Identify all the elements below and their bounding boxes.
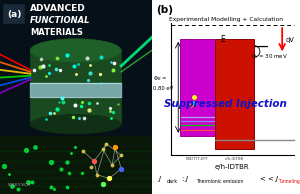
Bar [30, 83, 121, 97]
Text: MATERIALS: MATERIALS [30, 28, 83, 36]
Text: Tunneling: Tunneling [278, 179, 299, 184]
Text: Thermionic emission: Thermionic emission [196, 179, 243, 184]
Text: Suppressed Injection: Suppressed Injection [164, 99, 287, 109]
Ellipse shape [30, 114, 121, 134]
Text: FUNCTIONAL: FUNCTIONAL [30, 16, 91, 25]
Bar [3, 4, 24, 23]
Bar [180, 39, 215, 136]
Text: dark: dark [166, 179, 178, 184]
Text: e/h-IDTBR: e/h-IDTBR [225, 157, 244, 161]
Bar [215, 39, 254, 149]
Text: (a): (a) [8, 10, 22, 19]
Text: $J$: $J$ [158, 174, 163, 184]
Text: Experimental Modelling + Calculation: Experimental Modelling + Calculation [169, 17, 283, 22]
Text: E: E [220, 35, 225, 44]
Text: e/h-IDTBR: e/h-IDTBR [215, 164, 250, 170]
Text: : $J$: : $J$ [181, 174, 190, 184]
Text: ADVANCED: ADVANCED [30, 4, 86, 13]
Text: qV: qV [285, 37, 294, 43]
Text: PBDTTT-EFT: PBDTTT-EFT [186, 157, 209, 161]
Text: $<< J$: $<< J$ [258, 174, 280, 184]
Text: $\Phi_i$ = 30 meV: $\Phi_i$ = 30 meV [251, 52, 288, 61]
Text: (b): (b) [156, 5, 173, 15]
Bar [30, 50, 121, 124]
Text: WILEY-VCH: WILEY-VCH [8, 183, 31, 187]
Ellipse shape [30, 39, 121, 62]
Text: $\Phi_B$ =: $\Phi_B$ = [153, 74, 167, 83]
Bar [0, 136, 152, 194]
Text: 0.80 eV: 0.80 eV [153, 86, 173, 91]
